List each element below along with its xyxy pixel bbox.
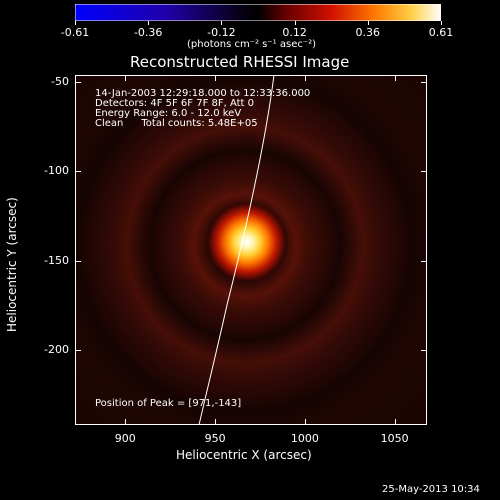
y-tick-label: -100 <box>44 164 69 178</box>
colorbar-tick-label: 0.36 <box>355 26 381 39</box>
y-axis-tick <box>421 171 427 173</box>
y-axis-label: Heliocentric Y (arcsec) <box>5 197 19 332</box>
rhessi-image <box>75 75 427 425</box>
y-axis-tick <box>421 82 427 84</box>
x-tick-label: 1000 <box>290 432 319 445</box>
clean-label: Clean <box>95 118 124 129</box>
x-axis-tick <box>125 419 127 425</box>
detectors-text: Detectors: 4F 5F 6F 7F 8F, Att 0 <box>95 98 255 109</box>
colorbar-tick-label: 0.61 <box>428 26 454 39</box>
x-axis-tick <box>394 75 396 81</box>
footer-timestamp: 25-May-2013 10:34 <box>382 484 480 495</box>
colorbar-tick <box>441 21 442 25</box>
x-axis-tick <box>215 419 217 425</box>
x-axis-tick <box>304 419 306 425</box>
x-axis-tick <box>394 419 396 425</box>
colorbar <box>75 4 441 21</box>
y-tick-label: -150 <box>44 253 69 267</box>
x-tick-label: 900 <box>114 432 136 445</box>
time-range-text: 14-Jan-2003 12:29:18.000 to 12:33:36.000 <box>95 88 311 99</box>
info-block: 14-Jan-2003 12:29:18.000 to 12:33:36.000… <box>95 89 310 129</box>
clean-total-counts: Clean Total counts: 5.48E+05 <box>95 119 310 129</box>
colorbar-tick-label: -0.12 <box>207 26 236 39</box>
y-tick-label: -50 <box>51 75 69 89</box>
x-axis-tick <box>304 75 306 81</box>
x-axis-label: Heliocentric X (arcsec) <box>176 448 312 462</box>
total-counts-text: Total counts: 5.48E+05 <box>141 118 258 129</box>
x-axis-tick <box>215 75 217 81</box>
x-tick-label: 1050 <box>380 432 409 445</box>
colorbar-units-label: (photons cm⁻² s⁻¹ asec⁻²) <box>187 39 317 50</box>
solar-limb-line <box>198 75 275 425</box>
peak-position-text: Position of Peak = [971,-143] <box>95 398 242 409</box>
colorbar-tick <box>367 21 369 25</box>
colorbar-tick <box>221 21 223 25</box>
plot-area <box>75 75 427 425</box>
colorbar-tick <box>294 21 296 25</box>
y-tick-label: -200 <box>44 343 69 356</box>
energy-range-text: Energy Range: 6.0 - 12.0 keV <box>95 108 242 119</box>
x-axis-tick <box>125 75 127 81</box>
colorbar-tick-label: 0.12 <box>282 26 307 39</box>
colorbar-tick-label: -0.61 <box>60 26 90 39</box>
colorbar-tick <box>75 21 76 25</box>
colorbar-tick-label: -0.36 <box>133 26 163 39</box>
plot-title: Reconstructed RHESSI Image <box>130 53 350 71</box>
y-axis-tick <box>75 350 81 351</box>
colorbar-gradient <box>75 4 441 21</box>
y-axis-tick <box>421 260 427 262</box>
y-axis-tick <box>75 260 81 262</box>
y-axis-tick <box>75 82 81 84</box>
y-axis-tick <box>421 350 427 351</box>
colorbar-tick <box>148 21 150 25</box>
y-axis-tick <box>75 171 81 173</box>
x-tick-label: 950 <box>204 432 226 445</box>
